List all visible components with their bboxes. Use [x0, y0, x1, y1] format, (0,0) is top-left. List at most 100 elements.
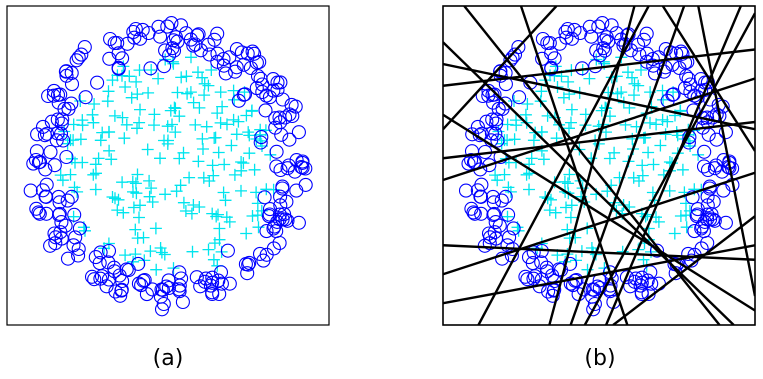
circle-marker	[31, 205, 46, 220]
circle-marker	[546, 283, 561, 298]
plus-marker	[118, 132, 131, 145]
panel-a: (a)	[6, 5, 330, 371]
circle-marker	[709, 132, 724, 147]
plus-marker	[108, 109, 121, 122]
plus-marker	[508, 133, 521, 146]
circle-marker	[681, 71, 696, 86]
circle-marker	[291, 215, 306, 230]
plus-marker	[86, 108, 99, 121]
circle-marker	[285, 108, 300, 124]
circle-marker	[599, 30, 614, 45]
circle-marker	[243, 60, 258, 76]
plus-marker	[523, 183, 535, 196]
plus-marker	[133, 64, 146, 77]
circle-marker	[254, 130, 269, 145]
circle-marker	[60, 251, 76, 266]
plus-marker	[615, 86, 628, 99]
circle-marker	[672, 60, 687, 76]
separating-line	[443, 77, 755, 182]
circle-marker	[542, 35, 557, 51]
plus-marker	[130, 187, 143, 200]
plus-marker	[235, 184, 247, 197]
circle-marker	[488, 126, 503, 141]
plus-marker	[223, 215, 236, 228]
separating-line	[583, 12, 755, 325]
circle-marker	[35, 119, 51, 134]
plus-marker	[206, 207, 219, 220]
plus-marker	[166, 118, 178, 131]
circle-marker	[589, 43, 604, 58]
plus-marker	[143, 190, 156, 203]
plus-marker	[569, 231, 582, 244]
circle-marker	[238, 257, 253, 272]
circle-marker	[74, 47, 89, 62]
circle-marker	[268, 120, 283, 135]
separating-line	[612, 215, 755, 325]
plus-marker	[622, 66, 634, 79]
circle-marker	[573, 25, 588, 41]
circle-marker	[495, 251, 510, 266]
plus-marker	[106, 191, 119, 203]
circle-marker	[707, 161, 722, 176]
plus-marker	[145, 64, 158, 76]
circle-marker	[93, 245, 108, 260]
plus-marker	[246, 210, 259, 222]
plus-marker	[174, 179, 187, 192]
circle-marker	[632, 47, 647, 62]
circle-marker	[222, 276, 237, 291]
plus-marker	[656, 84, 669, 97]
circle-marker	[202, 47, 217, 62]
circle-marker	[473, 189, 489, 204]
circle-marker	[261, 209, 277, 224]
circle-marker	[273, 75, 288, 90]
circle-marker	[39, 206, 54, 221]
circle-marker	[28, 152, 44, 168]
circle-marker	[489, 116, 504, 131]
circle-marker	[59, 64, 74, 79]
circle-marker	[596, 41, 611, 56]
plus-marker	[101, 95, 114, 108]
plus-marker	[535, 126, 548, 139]
circle-marker	[269, 144, 284, 159]
circle-marker	[54, 231, 69, 246]
circle-marker	[141, 25, 156, 41]
plus-marker	[106, 74, 119, 87]
circle-marker	[288, 99, 303, 114]
plus-marker	[87, 116, 100, 129]
plus-marker	[636, 169, 649, 182]
circle-marker	[101, 272, 116, 287]
circle-marker	[487, 225, 502, 240]
circle-marker	[127, 30, 142, 45]
plus-marker	[173, 110, 186, 123]
circle-marker	[481, 88, 496, 103]
separating-line	[604, 6, 742, 325]
circle-marker	[544, 46, 559, 61]
circle-marker	[255, 77, 270, 92]
circle-marker	[647, 66, 663, 81]
circle-marker	[71, 241, 86, 257]
plus-marker	[129, 223, 142, 236]
plus-marker	[213, 222, 226, 235]
plus-marker	[198, 77, 211, 90]
circle-marker	[84, 269, 100, 284]
circle-marker	[190, 28, 205, 43]
plus-marker	[208, 132, 221, 144]
plus-marker	[183, 171, 196, 184]
plus-marker	[177, 146, 190, 159]
circle-marker	[545, 288, 560, 303]
circle-marker	[250, 69, 266, 84]
circle-marker	[66, 238, 81, 253]
separating-line	[477, 6, 650, 325]
circle-marker	[633, 278, 648, 293]
circle-marker	[494, 193, 509, 208]
circle-marker	[558, 24, 573, 40]
plus-marker	[185, 51, 197, 64]
circle-marker	[253, 135, 268, 150]
circle-marker	[584, 29, 599, 44]
plus-marker	[563, 168, 576, 181]
circle-marker	[597, 33, 612, 48]
plus-marker	[167, 262, 180, 275]
plus-marker	[89, 183, 102, 196]
circle-marker	[464, 152, 479, 168]
plus-marker	[154, 152, 166, 165]
